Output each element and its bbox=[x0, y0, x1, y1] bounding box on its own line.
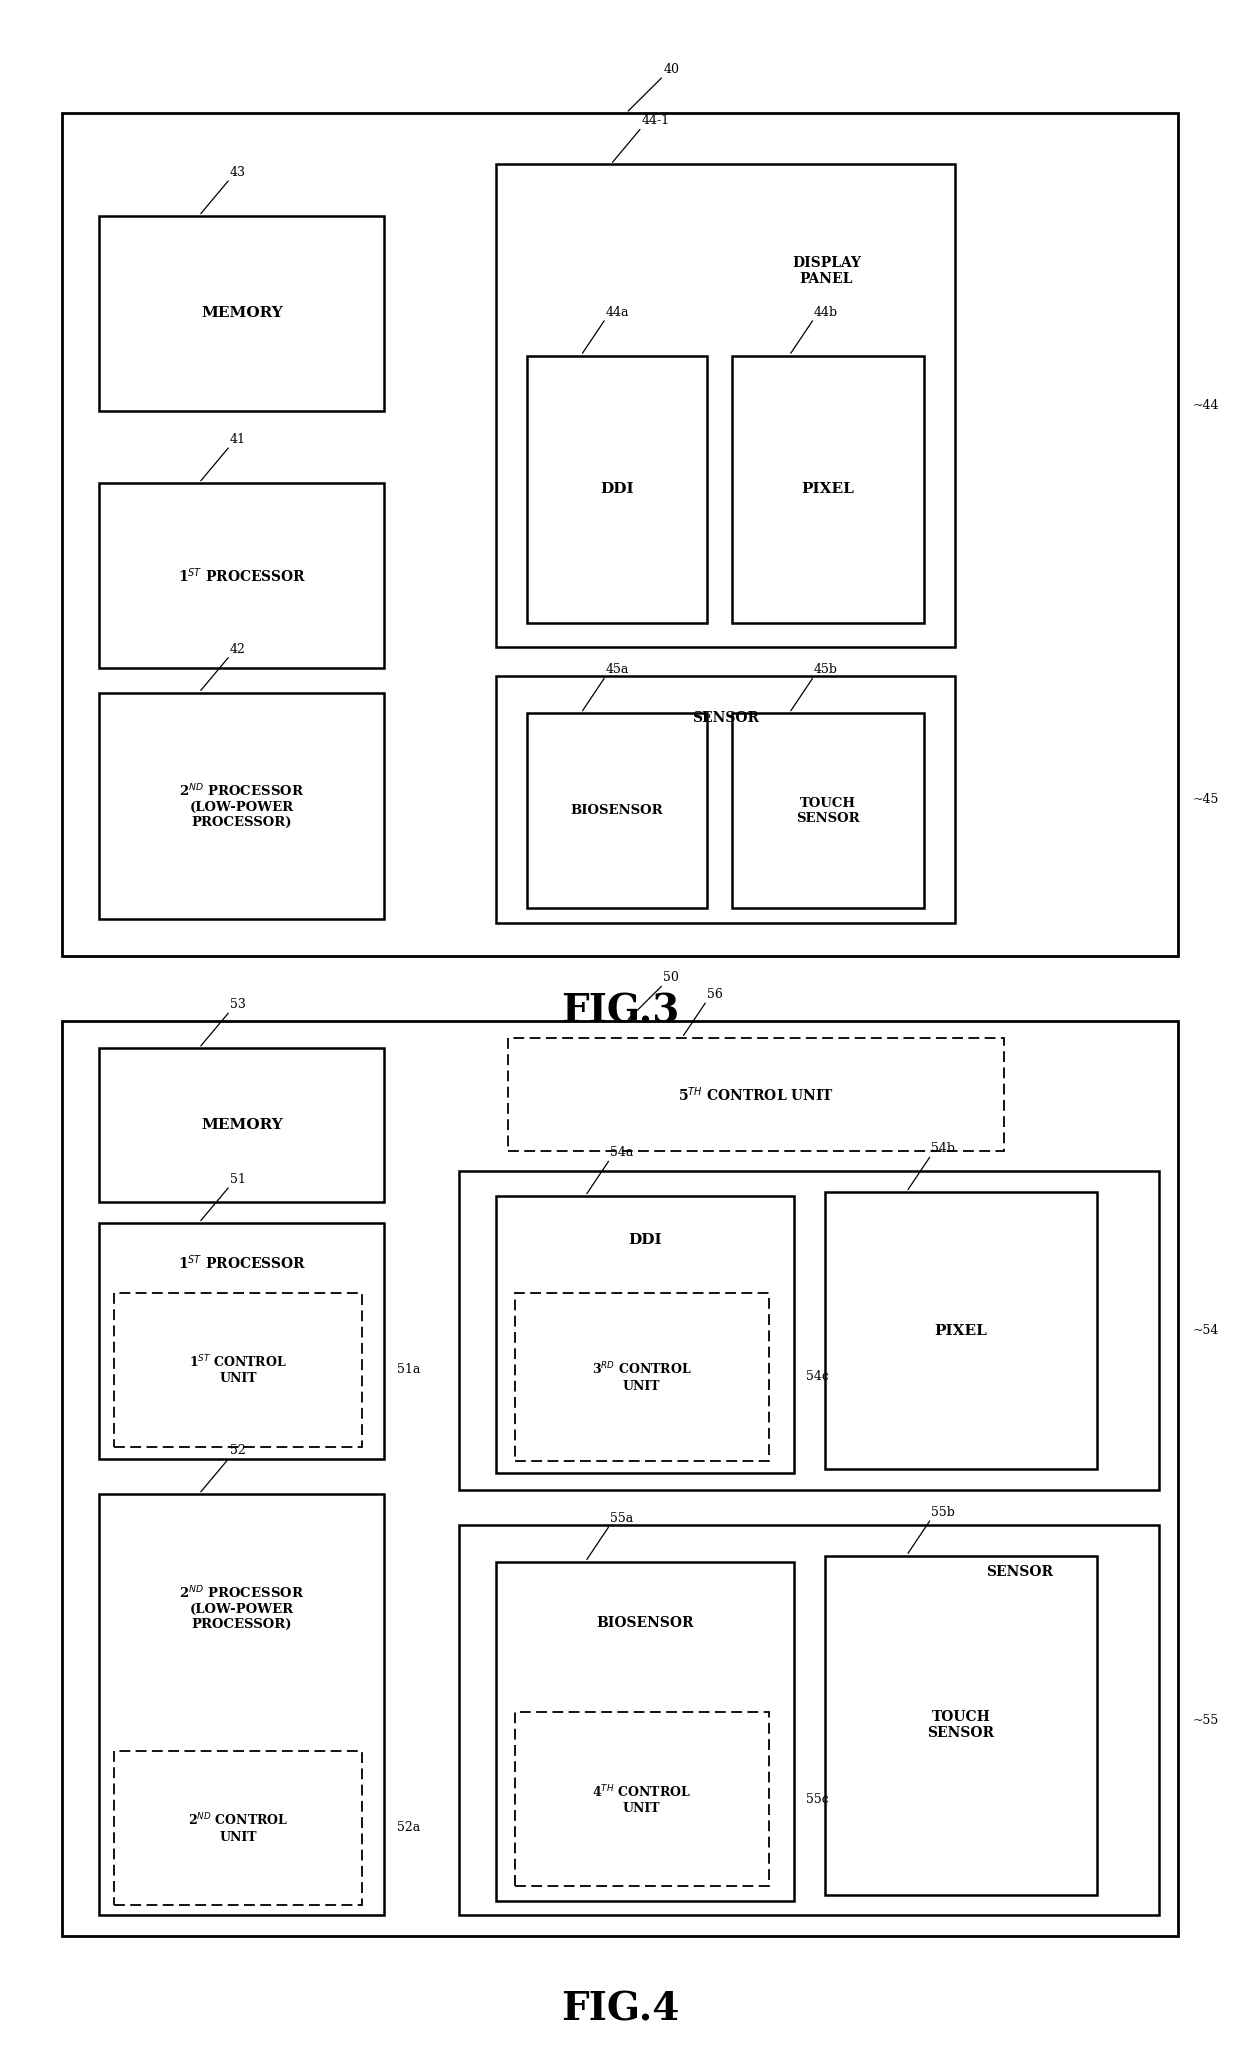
Bar bbox=[459, 1171, 1159, 1490]
Polygon shape bbox=[108, 493, 393, 678]
Text: 54a: 54a bbox=[610, 1147, 634, 1159]
Text: DDI: DDI bbox=[600, 483, 634, 495]
Text: 55c: 55c bbox=[806, 1792, 828, 1806]
Bar bbox=[825, 1556, 1097, 1895]
Text: FIG.4: FIG.4 bbox=[560, 1991, 680, 2028]
Polygon shape bbox=[108, 1058, 393, 1212]
Text: DISPLAY
PANEL: DISPLAY PANEL bbox=[792, 255, 861, 286]
Text: SENSOR: SENSOR bbox=[692, 711, 759, 725]
Text: 2$^{ND}$ PROCESSOR
(LOW-POWER
PROCESSOR): 2$^{ND}$ PROCESSOR (LOW-POWER PROCESSOR) bbox=[179, 783, 305, 828]
Bar bbox=[732, 713, 924, 908]
Bar bbox=[62, 113, 1178, 956]
Text: SENSOR: SENSOR bbox=[986, 1564, 1053, 1578]
Bar bbox=[99, 1048, 384, 1202]
Text: 4$^{TH}$ CONTROL
UNIT: 4$^{TH}$ CONTROL UNIT bbox=[593, 1784, 691, 1815]
Text: 42: 42 bbox=[231, 643, 246, 656]
Text: ~45: ~45 bbox=[1193, 793, 1219, 806]
Text: 43: 43 bbox=[231, 166, 246, 179]
Bar bbox=[508, 1038, 1004, 1151]
Text: 2$^{ND}$ PROCESSOR
(LOW-POWER
PROCESSOR): 2$^{ND}$ PROCESSOR (LOW-POWER PROCESSOR) bbox=[179, 1584, 305, 1632]
Text: 1$^{ST}$ PROCESSOR: 1$^{ST}$ PROCESSOR bbox=[177, 1254, 306, 1272]
Polygon shape bbox=[505, 1572, 802, 1911]
Bar bbox=[99, 1223, 384, 1459]
Text: 45b: 45b bbox=[813, 664, 838, 676]
Text: 45a: 45a bbox=[605, 664, 629, 676]
Bar bbox=[114, 1293, 362, 1447]
Text: 50: 50 bbox=[663, 972, 680, 984]
Text: 52: 52 bbox=[231, 1445, 246, 1457]
Text: 2$^{ND}$ CONTROL
UNIT: 2$^{ND}$ CONTROL UNIT bbox=[188, 1813, 288, 1843]
Text: ~55: ~55 bbox=[1193, 1714, 1219, 1726]
Text: 44a: 44a bbox=[605, 306, 629, 319]
Bar bbox=[62, 1021, 1178, 1936]
Text: DDI: DDI bbox=[627, 1233, 662, 1247]
Bar bbox=[99, 693, 384, 919]
Bar bbox=[114, 1751, 362, 1905]
Text: 52a: 52a bbox=[397, 1821, 420, 1835]
Bar bbox=[459, 1525, 1159, 1915]
Text: 41: 41 bbox=[231, 434, 246, 446]
Bar bbox=[496, 676, 955, 923]
Bar bbox=[825, 1192, 1097, 1469]
Polygon shape bbox=[536, 366, 715, 633]
Text: 56: 56 bbox=[707, 988, 723, 1001]
Bar bbox=[99, 1494, 384, 1915]
Text: 40: 40 bbox=[663, 64, 680, 76]
Text: 1$^{ST}$ CONTROL
UNIT: 1$^{ST}$ CONTROL UNIT bbox=[190, 1354, 286, 1385]
Text: BIOSENSOR: BIOSENSOR bbox=[596, 1615, 693, 1630]
Text: TOUCH
SENSOR: TOUCH SENSOR bbox=[796, 797, 859, 824]
Text: 44-1: 44-1 bbox=[642, 115, 670, 127]
Text: 5$^{TH}$ CONTROL UNIT: 5$^{TH}$ CONTROL UNIT bbox=[678, 1085, 835, 1104]
Bar bbox=[515, 1293, 769, 1461]
Text: 44b: 44b bbox=[813, 306, 838, 319]
Bar bbox=[732, 356, 924, 623]
Text: PIXEL: PIXEL bbox=[935, 1323, 987, 1338]
Polygon shape bbox=[108, 226, 393, 421]
Polygon shape bbox=[740, 366, 932, 633]
Bar bbox=[99, 216, 384, 411]
Text: 51a: 51a bbox=[397, 1362, 420, 1377]
Text: 55a: 55a bbox=[610, 1512, 634, 1525]
Polygon shape bbox=[536, 723, 715, 919]
Bar bbox=[496, 164, 955, 647]
Text: PIXEL: PIXEL bbox=[801, 483, 854, 495]
Text: ~44: ~44 bbox=[1193, 399, 1219, 413]
Polygon shape bbox=[740, 723, 932, 919]
Text: 1$^{ST}$ PROCESSOR: 1$^{ST}$ PROCESSOR bbox=[177, 565, 306, 586]
Bar bbox=[527, 356, 707, 623]
Text: 53: 53 bbox=[231, 999, 246, 1011]
Polygon shape bbox=[833, 1566, 1106, 1905]
Bar bbox=[527, 713, 707, 908]
Text: MEMORY: MEMORY bbox=[201, 306, 283, 321]
Text: 54b: 54b bbox=[931, 1143, 955, 1155]
Polygon shape bbox=[108, 1504, 393, 1926]
Bar bbox=[496, 1196, 794, 1473]
Polygon shape bbox=[108, 1233, 393, 1469]
Text: ~54: ~54 bbox=[1193, 1323, 1219, 1338]
Bar bbox=[515, 1712, 769, 1886]
Polygon shape bbox=[833, 1202, 1106, 1480]
Text: 54c: 54c bbox=[806, 1371, 828, 1383]
Text: 55b: 55b bbox=[931, 1506, 955, 1519]
Text: MEMORY: MEMORY bbox=[201, 1118, 283, 1132]
Bar bbox=[99, 483, 384, 668]
Text: TOUCH
SENSOR: TOUCH SENSOR bbox=[928, 1710, 994, 1741]
Text: 51: 51 bbox=[231, 1173, 246, 1186]
Polygon shape bbox=[108, 703, 393, 929]
Polygon shape bbox=[505, 1206, 802, 1484]
Text: FIG.3: FIG.3 bbox=[560, 993, 680, 1030]
Bar bbox=[496, 1562, 794, 1901]
Text: BIOSENSOR: BIOSENSOR bbox=[570, 804, 663, 818]
Polygon shape bbox=[505, 175, 963, 658]
Text: 3$^{RD}$ CONTROL
UNIT: 3$^{RD}$ CONTROL UNIT bbox=[591, 1360, 692, 1393]
